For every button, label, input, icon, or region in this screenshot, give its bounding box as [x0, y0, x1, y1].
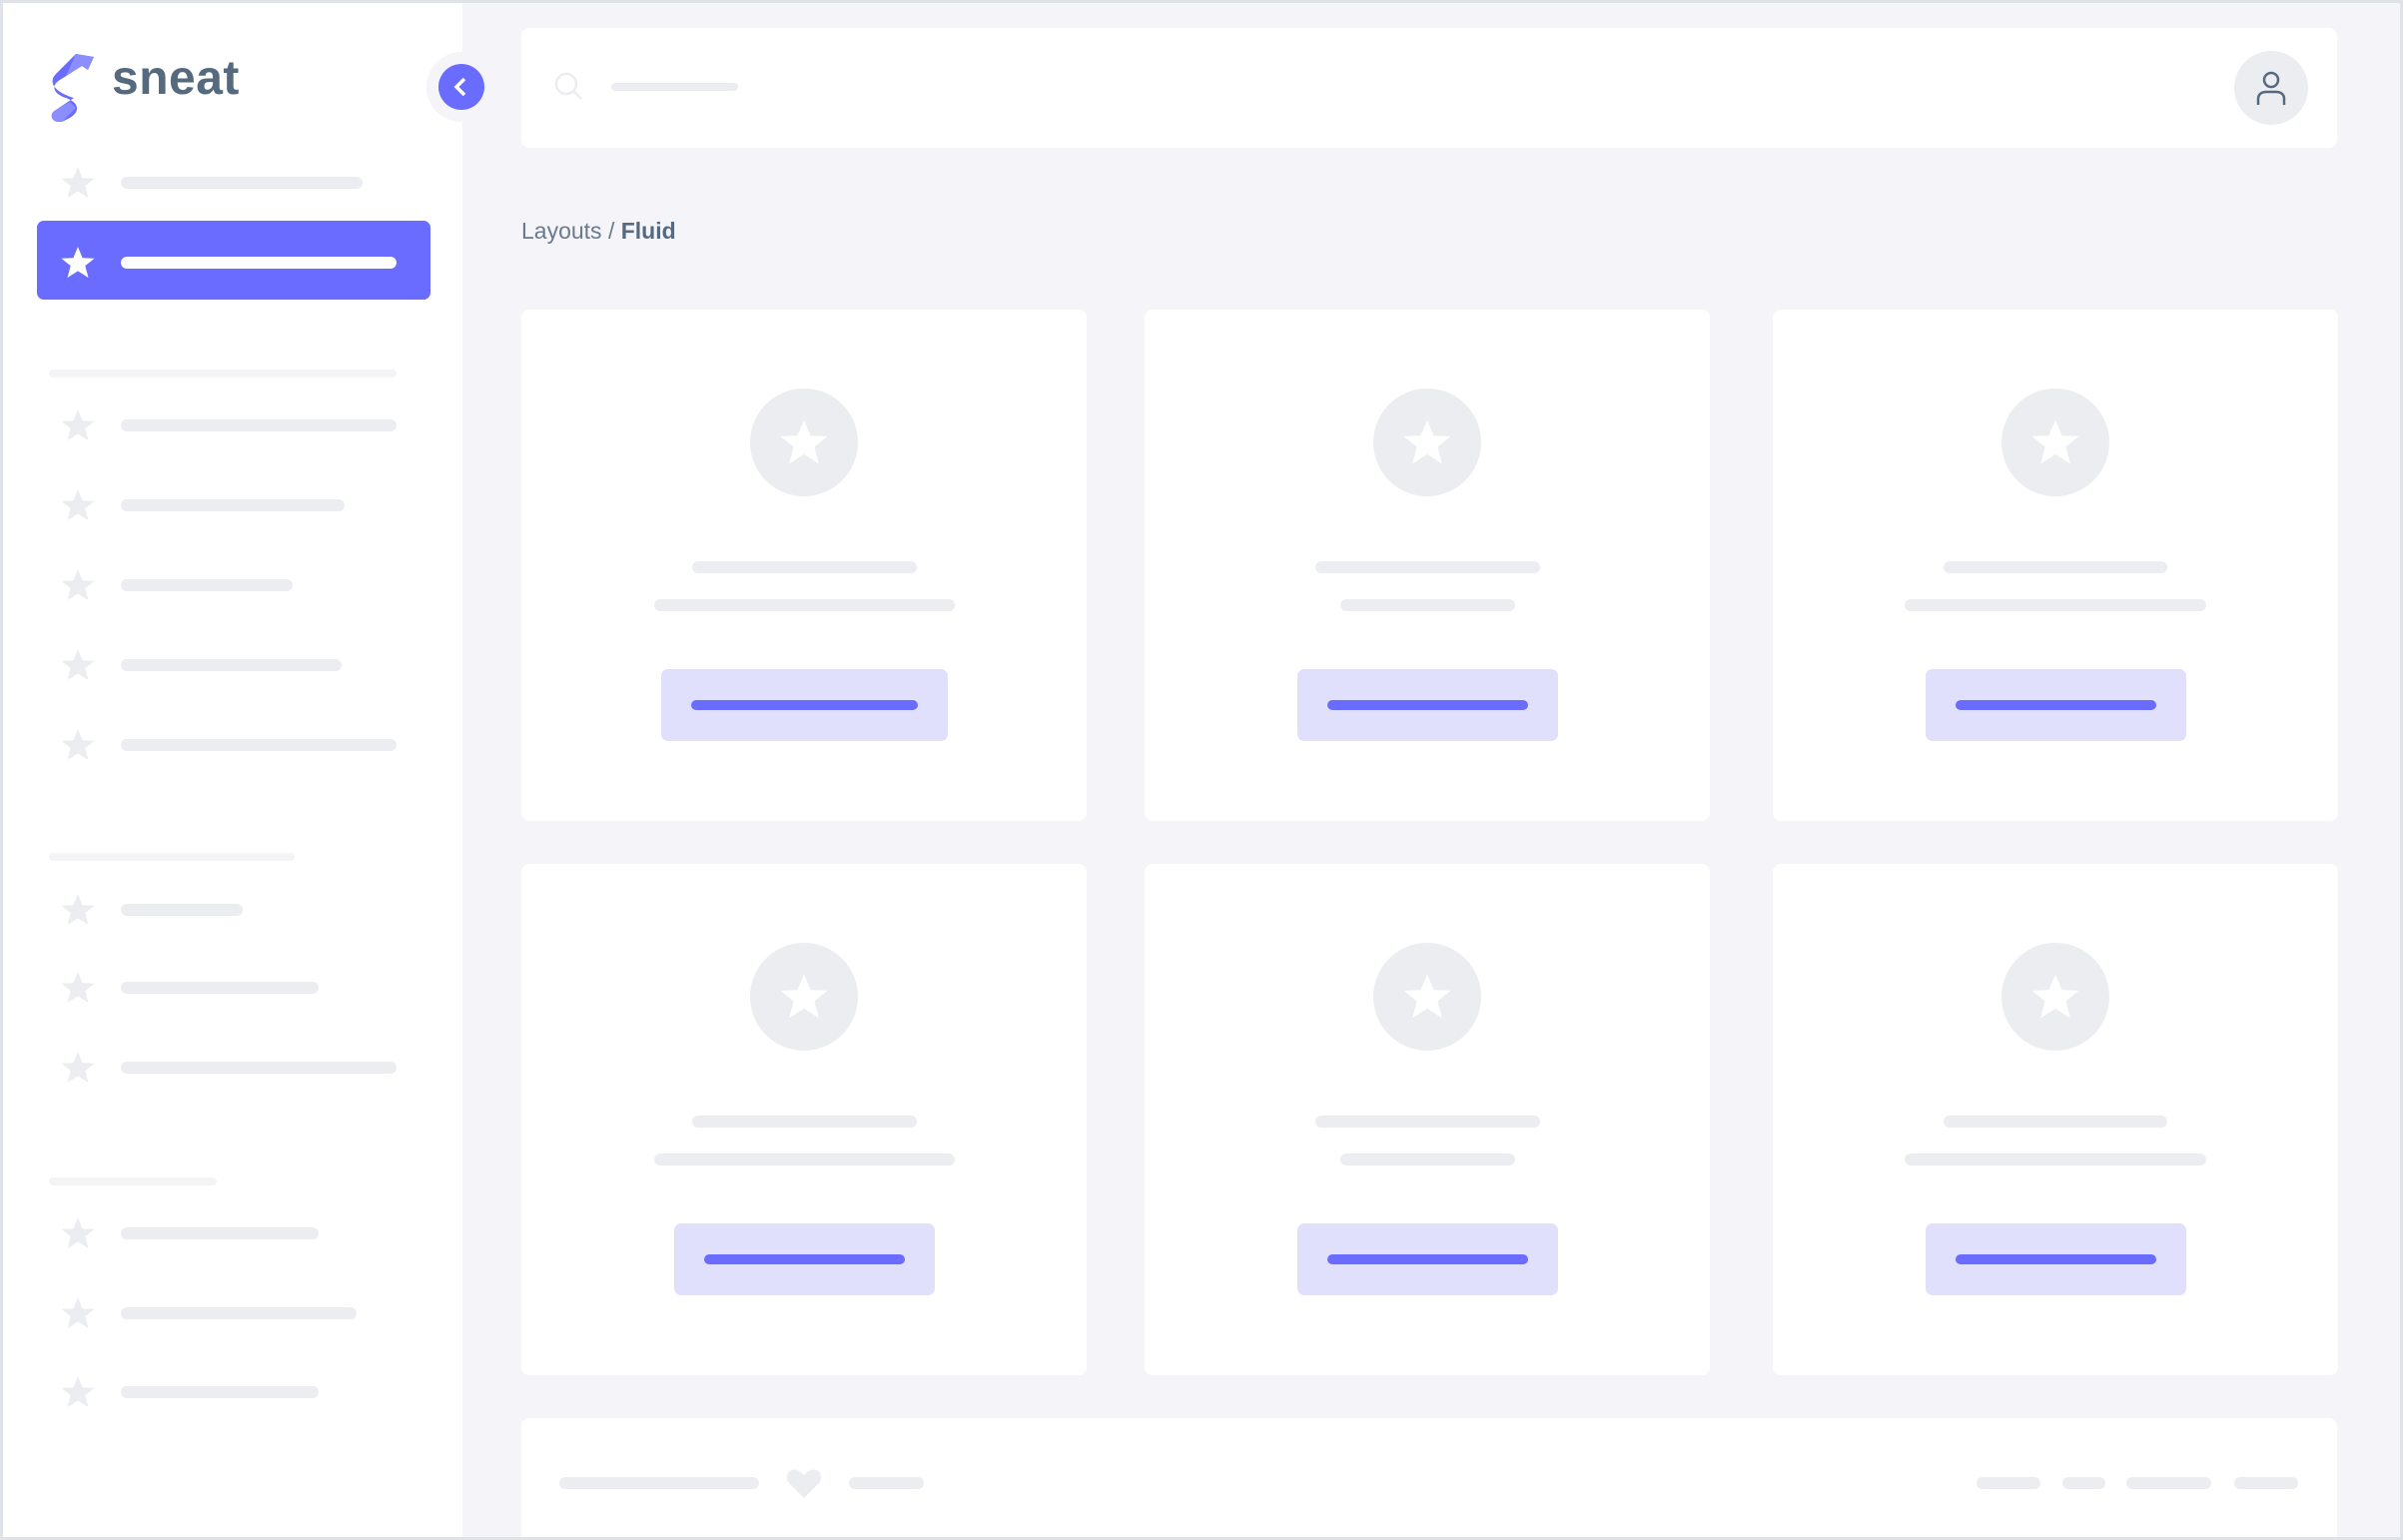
card-text-line — [653, 1154, 955, 1165]
card-avatar — [750, 388, 858, 496]
menu-star-icon — [59, 1049, 97, 1087]
sneat-logo-icon — [46, 48, 98, 123]
sidebar-item[interactable] — [121, 739, 397, 751]
user-icon — [2256, 71, 2286, 105]
menu-star-icon — [59, 1373, 97, 1411]
sidebar-item[interactable] — [121, 1062, 397, 1074]
menu-star-icon — [59, 1214, 97, 1252]
card-avatar — [1373, 388, 1481, 496]
card-avatar — [1373, 943, 1481, 1051]
card-button[interactable] — [1925, 1223, 2186, 1295]
top-navbar — [521, 28, 2337, 148]
card — [1145, 864, 1710, 1375]
card-text-line — [691, 561, 917, 573]
card-text-line — [653, 599, 955, 611]
card — [1773, 864, 2338, 1375]
search-icon[interactable] — [553, 71, 585, 103]
star-icon — [1400, 415, 1454, 469]
menu-star-icon — [59, 406, 97, 444]
footer-link[interactable] — [2126, 1477, 2211, 1489]
footer-text — [559, 1477, 759, 1489]
menu-star-icon — [59, 164, 97, 202]
card-button[interactable] — [673, 1223, 935, 1295]
star-icon — [2028, 970, 2082, 1024]
star-icon — [1400, 970, 1454, 1024]
footer-link[interactable] — [1977, 1477, 2040, 1489]
card-text-line — [691, 1116, 917, 1128]
star-icon — [777, 415, 831, 469]
search-input[interactable] — [611, 83, 738, 91]
menu-star-icon — [59, 486, 97, 524]
sidebar-item[interactable] — [121, 982, 319, 994]
menu-star-icon — [59, 1294, 97, 1332]
card-text-line — [1944, 1116, 2167, 1128]
sidebar-item[interactable] — [121, 1386, 319, 1398]
card — [1773, 310, 2338, 821]
menu-star-icon — [59, 244, 97, 282]
sidebar-item[interactable] — [121, 499, 345, 511]
card-button[interactable] — [660, 669, 948, 741]
breadcrumb-parent[interactable]: Layouts — [521, 218, 602, 244]
menu-star-icon — [59, 726, 97, 764]
breadcrumb-separator: / — [601, 218, 621, 244]
menu-star-icon — [59, 891, 97, 929]
collapse-sidebar-button[interactable] — [438, 64, 484, 110]
card-text-line — [1905, 1154, 2206, 1165]
footer — [521, 1418, 2337, 1537]
sidebar-section-header — [49, 370, 397, 378]
menu-star-icon — [59, 969, 97, 1007]
card — [521, 310, 1087, 821]
sidebar-item[interactable] — [121, 1227, 319, 1239]
card-text-line — [1314, 1116, 1540, 1128]
card — [1145, 310, 1710, 821]
breadcrumb-current: Fluid — [620, 218, 676, 244]
sidebar-item[interactable] — [121, 904, 243, 916]
sidebar-item[interactable] — [121, 1307, 357, 1319]
sidebar: sneat — [3, 3, 496, 1537]
menu-star-icon — [59, 566, 97, 604]
card — [521, 864, 1087, 1375]
card-text-line — [1339, 1154, 1515, 1165]
chevron-left-icon — [453, 77, 466, 97]
sidebar-section-header — [49, 1177, 217, 1185]
sidebar-item[interactable] — [121, 419, 397, 431]
heart-icon — [784, 1463, 824, 1503]
card-text-line — [1905, 599, 2206, 611]
sidebar-section-header — [49, 853, 295, 861]
card-avatar — [750, 943, 858, 1051]
card-text-line — [1944, 561, 2167, 573]
brand-name[interactable]: sneat — [112, 52, 240, 105]
card-button[interactable] — [1296, 1223, 1558, 1295]
star-icon — [777, 970, 831, 1024]
star-icon — [2028, 415, 2082, 469]
card-avatar — [2002, 388, 2109, 496]
footer-link[interactable] — [2062, 1477, 2105, 1489]
footer-link[interactable] — [2234, 1477, 2298, 1489]
sidebar-item[interactable] — [121, 579, 293, 591]
user-avatar[interactable] — [2234, 51, 2308, 125]
card-button[interactable] — [1925, 669, 2186, 741]
card-avatar — [2002, 943, 2109, 1051]
breadcrumb: Layouts / Fluid — [521, 218, 676, 245]
sidebar-item[interactable] — [121, 177, 363, 189]
card-text-line — [1314, 561, 1540, 573]
card-text-line — [1339, 599, 1515, 611]
sidebar-item[interactable] — [121, 659, 342, 671]
sidebar-item[interactable] — [121, 257, 397, 269]
card-button[interactable] — [1296, 669, 1558, 741]
menu-star-icon — [59, 646, 97, 684]
footer-author-link[interactable] — [849, 1477, 924, 1489]
